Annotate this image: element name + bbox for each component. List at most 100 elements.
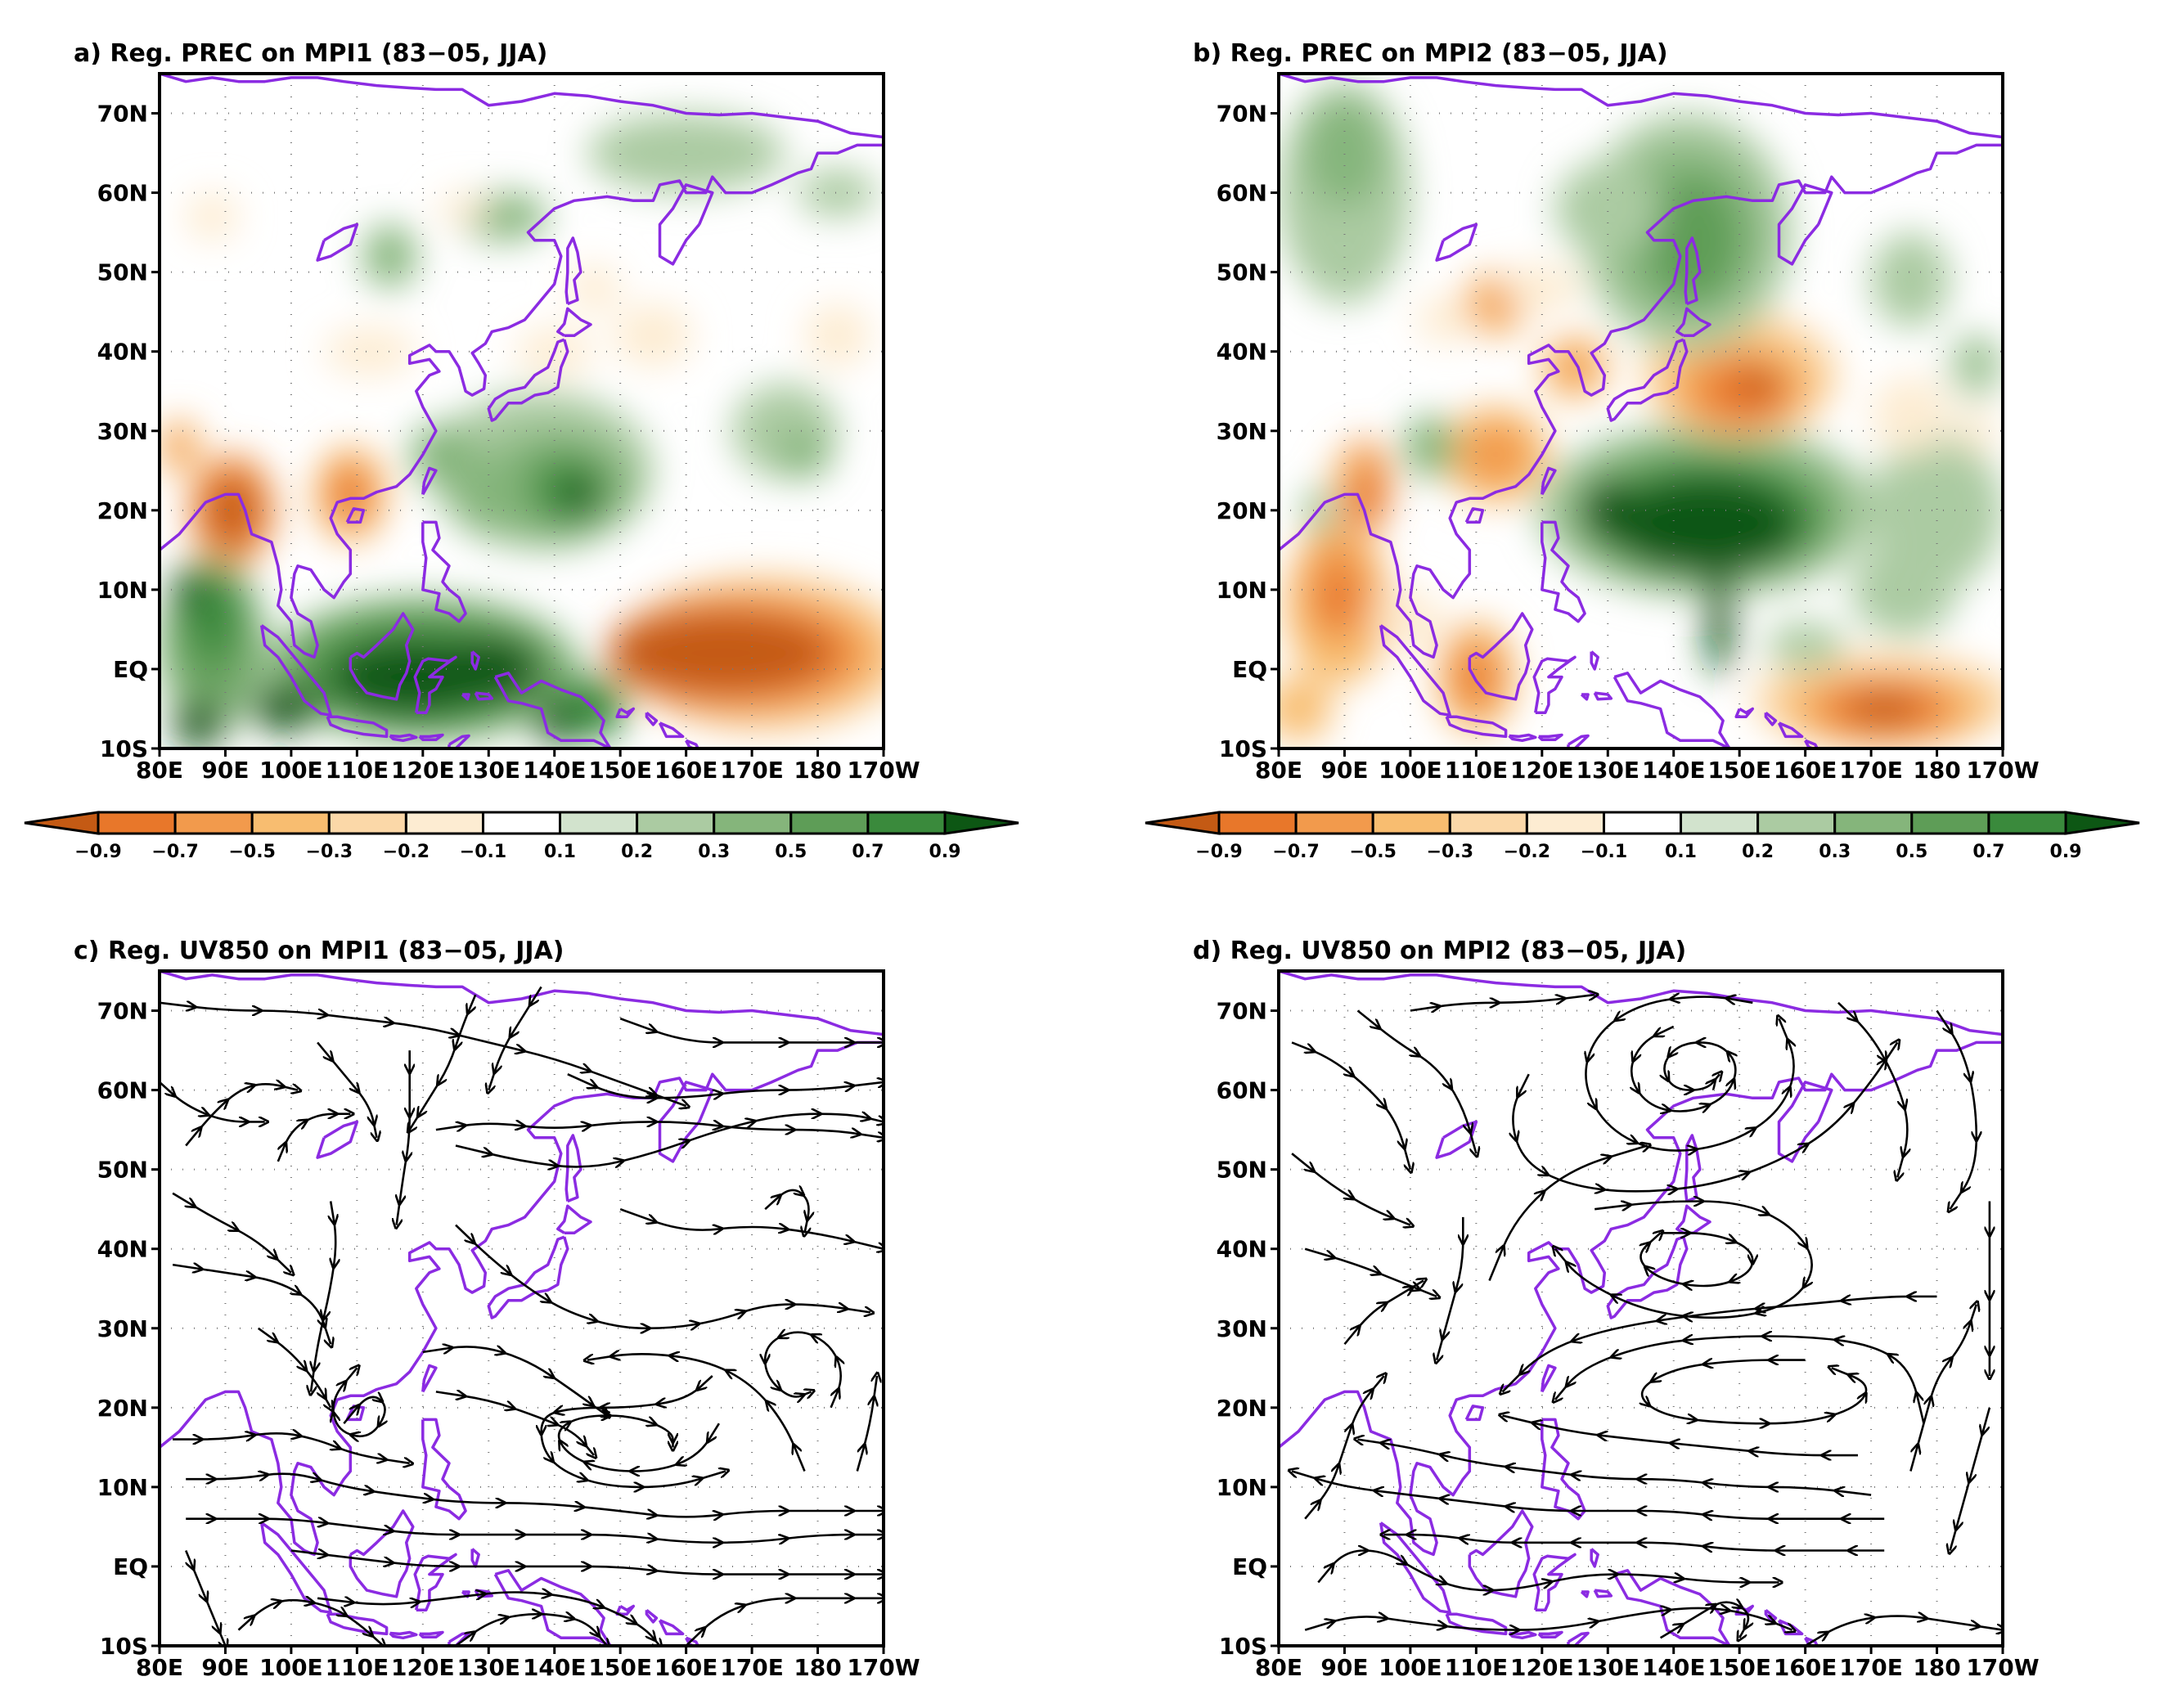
panel-b-precip-map: b) Reg. PREC on MPI2 (83−05, JJA) 70N 60N… xyxy=(1193,39,2040,784)
streamline-31 xyxy=(237,1600,384,1646)
precip-anomaly-22 xyxy=(1318,565,1358,630)
streamline-5 xyxy=(1356,1009,1477,1154)
streamline-20 xyxy=(1358,1440,1872,1495)
colorbar-box-6 xyxy=(1680,811,1760,835)
coastline-segment-21 xyxy=(658,721,685,739)
panel-b-coastline xyxy=(1279,74,2003,748)
lon-label: 180 xyxy=(1913,757,1960,784)
coastline-segment-24 xyxy=(160,74,884,139)
colorbar-box-9 xyxy=(789,811,870,835)
lon-label: 170W xyxy=(847,757,920,784)
lon-label: 90E xyxy=(1320,1654,1368,1681)
streamline-21 xyxy=(587,1354,806,1472)
streamline-16 xyxy=(1555,1337,1925,1424)
precip-anomaly-46 xyxy=(1765,621,1845,669)
lat-label: 50N xyxy=(1217,1157,1267,1184)
lat-label: EQ xyxy=(113,656,148,683)
coastline-segment-17 xyxy=(1537,733,1563,742)
coastline-segment-4 xyxy=(1777,183,1833,266)
colorbar-box-1 xyxy=(1294,811,1374,835)
panel-c-title: c) Reg. UV850 on MPI1 (83−05, JJA) xyxy=(74,937,564,965)
streamline-11 xyxy=(619,1017,884,1042)
lat-label: 40N xyxy=(97,1236,148,1263)
streamline-32 xyxy=(455,1614,607,1646)
streamline-18 xyxy=(435,1391,594,1455)
coastline-segment-15 xyxy=(461,693,470,701)
lon-label: 110E xyxy=(326,1654,389,1681)
lon-label: 100E xyxy=(259,757,323,784)
coastline-segment-6 xyxy=(1464,1405,1485,1422)
colorbar-label: −0.3 xyxy=(306,842,353,862)
coastline-segment-14 xyxy=(474,691,494,701)
precip-anomaly-28 xyxy=(173,700,226,748)
colorbar-label: −0.7 xyxy=(151,842,198,862)
precip-anomaly-38 xyxy=(1554,160,1661,257)
precip-anomaly-41 xyxy=(1963,335,1990,368)
coastline-segment-6 xyxy=(1464,507,1485,524)
streamline-3 xyxy=(1837,1001,1907,1178)
precip-anomaly-48 xyxy=(1416,295,1470,344)
lat-label: 10S xyxy=(100,735,148,762)
colorbar-box-10 xyxy=(866,811,947,835)
colorbar-box-0 xyxy=(97,811,177,835)
panel-d-frame xyxy=(1277,969,2004,1647)
colorbar-box-9 xyxy=(1910,811,1990,835)
streamline-17 xyxy=(1909,1305,1976,1472)
lon-label: 130E xyxy=(1576,1654,1639,1681)
streamline-9 xyxy=(455,1114,884,1167)
lon-label: 170E xyxy=(1839,1654,1903,1681)
colorbar-label: 0.3 xyxy=(1819,842,1851,862)
coastline-segment-15 xyxy=(1580,693,1590,701)
precip-anomaly-19 xyxy=(409,423,476,487)
streamline-2 xyxy=(277,1114,351,1162)
coastline-segment-0 xyxy=(1279,1041,2003,1557)
precip-anomaly-37 xyxy=(587,113,785,193)
precip-anomaly-9 xyxy=(166,426,193,467)
precip-anomaly-44 xyxy=(804,303,870,368)
lat-label: 10S xyxy=(100,1633,148,1660)
precip-anomaly-29 xyxy=(251,685,318,733)
lat-label: EQ xyxy=(1232,1553,1267,1580)
streamline-22 xyxy=(765,1333,840,1409)
colorbar-box-2 xyxy=(250,811,331,835)
lon-label: 100E xyxy=(259,1654,323,1681)
lat-label: 20N xyxy=(1217,1395,1267,1422)
coastline-segment-19 xyxy=(1734,707,1755,718)
streamline-22 xyxy=(1384,1535,1885,1550)
lon-label: 110E xyxy=(1445,1654,1509,1681)
precip-anomaly-12 xyxy=(334,470,367,519)
lon-label: 100E xyxy=(1379,1654,1442,1681)
colorbar-label: 0.1 xyxy=(1665,842,1697,862)
lon-label: 80E xyxy=(136,1654,183,1681)
colorbar-label: −0.2 xyxy=(383,842,430,862)
colorbar-box-2 xyxy=(1371,811,1451,835)
coastline-segment-16 xyxy=(1508,733,1537,743)
coastline-segment-3 xyxy=(564,236,582,306)
coastline-segment-10 xyxy=(349,1509,415,1598)
panel-d-streamline-map: d) Reg. UV850 on MPI2 (83−05, JJA) 70N 60… xyxy=(1193,937,2040,1681)
colorbar-label: −0.5 xyxy=(1349,842,1396,862)
colorbar-label: 0.7 xyxy=(852,842,884,862)
streamline-25 xyxy=(1317,1551,1779,1591)
lat-label: 10S xyxy=(1219,1633,1267,1660)
streamline-30 xyxy=(317,1593,659,1646)
lat-label: 20N xyxy=(1217,497,1267,524)
precip-anomaly-39 xyxy=(1871,232,1950,328)
panel-c-frame xyxy=(158,969,885,1647)
coastline-segment-9 xyxy=(1445,715,1508,739)
lon-label: 120E xyxy=(391,1654,455,1681)
streamline-18 xyxy=(1950,1407,1991,1551)
coastline-segment-2 xyxy=(556,307,592,338)
lat-label: 50N xyxy=(97,259,148,286)
lat-label: 60N xyxy=(1217,1077,1267,1104)
coastline-segment-0 xyxy=(160,1041,884,1557)
lat-label: 40N xyxy=(1217,339,1267,366)
coastline-segment-0 xyxy=(1279,143,2003,659)
streamline-23 xyxy=(856,1376,877,1472)
lon-label: 160E xyxy=(1774,1654,1837,1681)
coastline-segment-16 xyxy=(1508,1630,1537,1640)
coastline-segment-13 xyxy=(470,1548,480,1568)
streamline-33 xyxy=(184,1550,225,1646)
coastline-segment-17 xyxy=(1537,1630,1563,1639)
lon-label: 160E xyxy=(654,1654,718,1681)
